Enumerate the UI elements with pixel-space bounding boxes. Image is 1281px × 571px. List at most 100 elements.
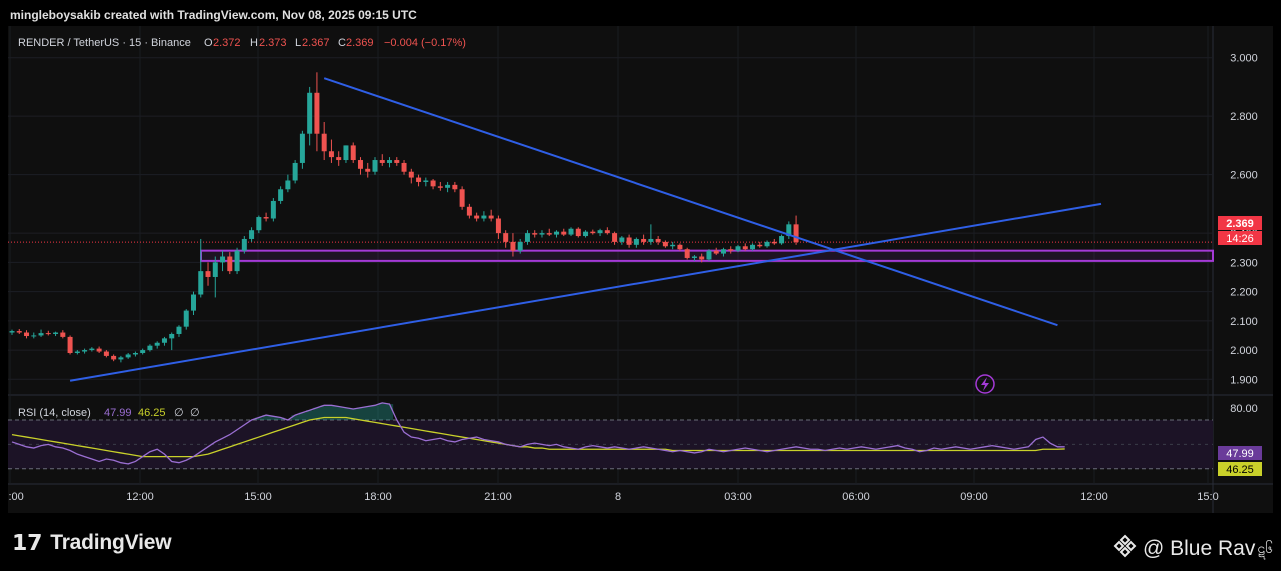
candle-body [285, 180, 291, 190]
rsi-lines [11, 402, 1065, 465]
candle-body [662, 241, 668, 247]
candle-body [161, 338, 167, 343]
candle-body [720, 249, 726, 254]
price-tick-label: 3.000 [1230, 53, 1258, 65]
candle-body [60, 332, 66, 337]
candle-body [517, 241, 523, 251]
candle-body [488, 215, 494, 219]
last-price-label-bg [1218, 216, 1262, 230]
rsi-value-label: 47.99 [1226, 448, 1254, 460]
chart-svg[interactable]: 3.0002.8002.6002.4002.3002.2002.1002.000… [0, 26, 1273, 513]
countdown-label: 14:26 [1226, 233, 1254, 245]
candle-body [132, 352, 138, 355]
candle-body [401, 162, 407, 172]
candle-body [292, 162, 298, 181]
candle-body [430, 180, 436, 187]
candle-body [111, 355, 117, 360]
candle-body [408, 171, 414, 178]
candle-body [74, 351, 80, 353]
candle-body [118, 357, 124, 360]
candle-body [387, 160, 393, 163]
candle-body [183, 310, 189, 327]
candle-body [728, 249, 734, 251]
time-tick-label: 8 [615, 491, 621, 503]
candle-body [263, 217, 269, 219]
candle-body [764, 241, 770, 247]
tradingview-logo-icon: 𝟭𝟳 [12, 530, 43, 555]
last-price-label: 2.369 [1226, 218, 1254, 230]
tradingview-brand: 𝟭𝟳 TradingView [12, 530, 172, 556]
legend-l-value: 2.367 [302, 37, 330, 49]
candle-body [343, 145, 349, 161]
candle-body [445, 184, 451, 188]
candle-body [546, 233, 552, 235]
candle-body [227, 256, 233, 272]
candle-body [510, 241, 516, 251]
candle-body [691, 256, 697, 258]
time-tick-label: 12:00 [126, 491, 154, 503]
binance-diamond-icon [1113, 534, 1137, 564]
candle-body [561, 231, 567, 235]
candle-body [314, 92, 320, 134]
candle-body [619, 237, 625, 242]
candle-body [684, 249, 690, 258]
candle-body [437, 186, 443, 188]
time-tick-label: 09:00 [960, 491, 988, 503]
candle-body [495, 218, 501, 234]
candle-body [220, 256, 226, 263]
candle-body [169, 333, 175, 339]
candle-body [103, 351, 109, 356]
candle-body [67, 336, 73, 353]
chart-panel[interactable]: 3.0002.8002.6002.4002.3002.2002.1002.000… [0, 26, 1273, 513]
candle-body [321, 133, 327, 152]
candle-body [379, 160, 385, 163]
candle-body [125, 354, 131, 358]
rsi-line [11, 402, 1065, 465]
candle-body [466, 206, 472, 216]
candle-body [771, 241, 777, 244]
candle-body [394, 160, 400, 163]
candle-body [423, 180, 429, 182]
candle-body [249, 230, 255, 239]
candle-body [336, 157, 342, 161]
watermark-right: @ Blue Rav ဋ၆ [1113, 534, 1273, 564]
candle-body [713, 250, 719, 254]
rsi-overbought-fill [255, 402, 394, 420]
legend-o-label: O [204, 37, 213, 49]
time-tick-label: 12:00 [1080, 491, 1108, 503]
candle-body [626, 237, 632, 245]
candle-body [205, 271, 211, 277]
price-tick-label: 2.200 [1230, 287, 1258, 299]
candle-body [641, 238, 647, 242]
legend-symbol: RENDER / TetherUS · 15 · Binance [18, 37, 191, 49]
candle-body [365, 168, 371, 172]
rsi-ma-label-bg [1218, 462, 1262, 476]
candle-body [604, 230, 610, 234]
time-tick-label: 15:00 [244, 491, 272, 503]
time-tick-label: 03:00 [724, 491, 752, 503]
candle-body [241, 238, 247, 251]
candle-body [212, 262, 218, 277]
legend-h-label: H [250, 37, 258, 49]
candle-body [532, 233, 538, 235]
candle-body [357, 160, 363, 169]
candle-body [779, 236, 785, 244]
time-tick-label: 09:00 [8, 491, 24, 503]
candle-body [45, 333, 51, 335]
lightning-icon[interactable] [975, 374, 995, 394]
countdown-label-bg [1218, 231, 1262, 245]
credit-text: mingleboysakib created with TradingView.… [10, 8, 417, 22]
candle-body [16, 331, 22, 333]
candle-body [307, 92, 313, 134]
rsi-legend-extra1: ∅ [174, 407, 184, 419]
time-tick-label: 15:0 [1197, 491, 1218, 503]
candle-body [539, 233, 545, 235]
legend-o-value: 2.372 [213, 37, 241, 49]
candle-body [176, 326, 182, 334]
candle-body [583, 231, 589, 237]
candle-body [612, 233, 618, 242]
candle-body [372, 160, 378, 172]
candle-body [452, 184, 458, 190]
watermark-text: @ Blue Rav [1142, 537, 1256, 560]
